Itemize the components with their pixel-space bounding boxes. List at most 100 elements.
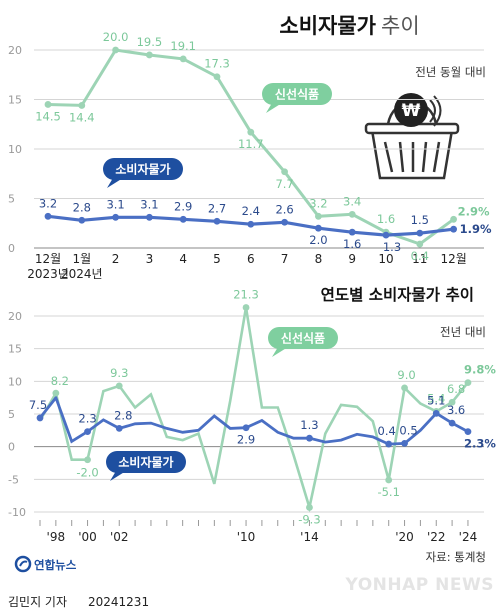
chart2-legend-fresh: 신선식품: [268, 327, 338, 357]
chart1-fresh-point: [44, 101, 52, 108]
chart1-xtick: 5: [213, 252, 221, 266]
chart1-legend-cpi-bg: [103, 158, 183, 180]
chart1-cpi-label: 2.0: [309, 233, 327, 247]
chart1-cpi-point: [450, 225, 457, 233]
chart2-legend-fresh-label: 신선식품: [281, 331, 325, 346]
chart2-legend-cpi-pointer: [110, 471, 126, 481]
chart1-legend-fresh-pointer: [266, 103, 282, 113]
chart1-ytick: 5: [8, 193, 15, 206]
chart2-cpi-point: [464, 428, 472, 436]
chart2-cpi-label: 1.3: [300, 418, 318, 432]
chart1-cpi-label: 3.2: [39, 196, 57, 210]
chart1-fresh-label: 19.1: [170, 39, 196, 53]
chart1-cpi-label: 2.6: [275, 202, 293, 216]
chart2-title: 연도별 소비자물가 추이: [321, 285, 474, 304]
chart2-fresh-point: [115, 382, 123, 390]
chart1-legend-cpi: 소비자물가: [103, 158, 183, 188]
chart1-cpi-label: 2.4: [242, 204, 260, 218]
chart2-ytick: 5: [8, 408, 15, 421]
chart1-cpi-point: [44, 212, 52, 220]
chart1-fresh-point: [179, 55, 187, 63]
chart1-fresh-point: [247, 128, 255, 136]
chart1-fresh-label: 7.7: [275, 177, 293, 191]
chart2-xtick: '98: [47, 530, 66, 544]
chart2-fresh-point: [401, 384, 408, 392]
chart1-legend-fresh-label: 신선식품: [275, 87, 319, 102]
chart1-note: 전년 동월 대비: [415, 65, 486, 79]
chart2-fresh-point: [385, 476, 393, 484]
chart2-fresh-point: [52, 389, 60, 397]
chart1-cpi-point: [78, 216, 86, 224]
chart2: -10 -5 0 5 10 15 20 '98 '00 '02 '10 '14 '20 '22 '24 8.2…: [8, 288, 496, 544]
chart1-fresh-label: 2.9%: [458, 204, 490, 218]
chart1-cpi-label: 1.3: [383, 240, 401, 254]
chart1-xtick: 2023년: [27, 267, 69, 281]
chart2-fresh-point: [242, 304, 250, 311]
chart1-xtick: 7: [281, 252, 289, 266]
chart2-cpi-label: 7.5: [29, 398, 47, 412]
source-note: 자료: 통계청: [426, 550, 486, 564]
chart2-cpi-label: 2.9: [237, 433, 255, 447]
chart1-xtick: 2024년: [61, 267, 103, 281]
chart1-cpi-point: [416, 229, 424, 237]
chart1-fresh-label: 14.5: [35, 109, 61, 123]
chart1-cpi-label: 3.1: [140, 197, 158, 211]
chart2-cpi-point: [84, 428, 91, 436]
chart2-cpi-label: 0.4: [378, 424, 396, 438]
chart1-cpi-label: 2.9: [174, 199, 192, 213]
chart2-ytick: 10: [8, 375, 22, 388]
chart1-legend-fresh-bg: [262, 83, 332, 105]
chart1-fresh-point: [416, 240, 424, 248]
chart1-fresh-point: [146, 51, 153, 59]
chart1-fresh-label: 19.5: [137, 35, 163, 49]
chart2-cpi-point: [385, 440, 393, 448]
chart2-legend-fresh-bg: [268, 327, 338, 349]
chart1-xtick: 8: [315, 252, 323, 266]
chart1-xtick: 1월: [72, 252, 91, 266]
chart1-cpi-point: [247, 220, 255, 228]
chart2-legend-cpi-label: 소비자물가: [118, 455, 173, 470]
chart1-xtick: 3: [146, 252, 154, 266]
chart1-fresh-point: [281, 168, 288, 176]
chart1-ytick: 20: [8, 44, 22, 57]
date: 20241231: [88, 595, 149, 609]
chart1-fresh-point: [78, 102, 86, 109]
chart2-legend-fresh-pointer: [272, 347, 288, 357]
chart1-fresh-point: [450, 215, 457, 223]
chart2-cpi-label: 5.1: [427, 393, 445, 407]
chart1-fresh-label: 11.7: [238, 137, 264, 151]
agency-name: 연합뉴스: [34, 558, 77, 572]
chart2-note: 전년 대비: [440, 325, 486, 339]
chart2-cpi-label: 3.6: [447, 403, 465, 417]
yonhap-logo-icon: [14, 555, 32, 573]
chart1-xtick: 12월: [35, 252, 61, 266]
chart1-cpi-label: 1.9%: [460, 222, 492, 236]
chart2-fresh-label: 6.8: [447, 382, 465, 396]
chart2-fresh-label: 9.0: [397, 368, 415, 382]
chart2-xtick: '20: [395, 530, 414, 544]
chart1-ytick: 10: [8, 143, 22, 156]
chart1-cpi-label: 1.5: [411, 213, 429, 227]
chart2-cpi-label: 2.3: [78, 412, 96, 426]
chart1-ytick: 15: [8, 94, 22, 107]
chart2-cpi-point: [432, 409, 440, 417]
chart1-fresh-point: [315, 212, 322, 220]
chart1-fresh-label: 20.0: [103, 30, 129, 44]
chart2-cpi-label: 2.3%: [464, 437, 496, 451]
chart2-series-fresh-line: [38, 307, 469, 513]
chart1-cpi-point: [146, 213, 153, 221]
chart1-xtick: 2: [112, 252, 120, 266]
chart2-cpi-label: 2.8: [114, 408, 132, 422]
chart1-cpi-point: [348, 228, 356, 236]
chart1-title-suffix: 추이: [381, 14, 420, 38]
chart2-fresh-label: -5.1: [377, 485, 399, 499]
chart1-cpi-label: 1.6: [343, 237, 361, 251]
chart2-series-cpi-line: [38, 394, 469, 446]
chart2-xtick: '24: [459, 530, 478, 544]
chart1-fresh-label: 1.6: [377, 212, 395, 226]
chart1-fresh-label: 17.3: [204, 57, 230, 71]
chart1-cpi-point: [281, 218, 288, 226]
